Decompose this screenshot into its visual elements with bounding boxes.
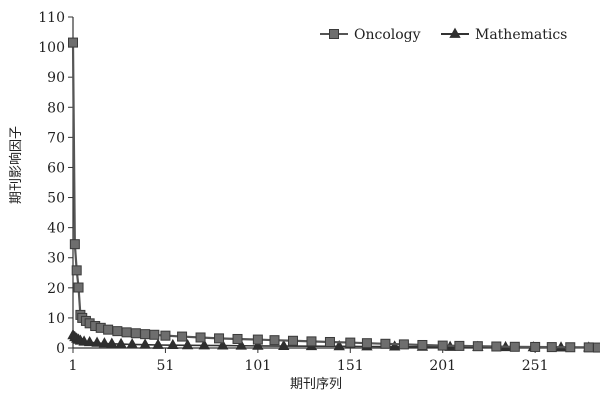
oncology-point [324,336,335,347]
mathematics-point [252,339,264,350]
oncology-point [69,239,80,250]
oncology-point [177,331,188,342]
mathematics-point [139,338,151,349]
mathematics-point [235,339,247,350]
legend-label: Mathematics [475,27,567,43]
oncology-point [71,265,82,276]
mathematics-point [98,337,111,348]
oncology-point [149,329,160,340]
mathematics-point [91,336,103,347]
oncology-point [583,342,594,353]
mathematics-point [217,339,229,350]
oncology-point [130,328,141,339]
x-axis-title: 期刊序列 [290,377,342,392]
x-axis-ticks: 1 51 101 151 201 251 [69,348,549,374]
y-tick-label: 70 [47,130,65,146]
oncology-point [160,330,171,341]
legend-item-mathematics: Mathematics [441,27,567,43]
mathematics-point [126,338,138,349]
x-tick-label: 251 [522,358,549,374]
y-tick-label: 10 [47,311,65,327]
y-tick-label: 90 [47,70,65,86]
x-tick-label: 201 [429,358,456,374]
oncology-point [565,342,576,353]
y-axis-ticks: 0 10 20 30 40 50 60 70 80 90 100 110 [38,10,73,357]
mathematics-point [181,338,194,350]
mathematics-point [388,340,401,351]
oncology-point [68,37,78,48]
y-tick-label: 40 [47,221,65,237]
x-tick-label: 51 [157,358,175,374]
legend: Oncology Mathematics [320,27,567,43]
y-tick-label: 0 [56,341,65,357]
mathematics-point [449,27,461,38]
y-tick-label: 30 [47,251,65,267]
oncology-point [593,342,600,353]
oncology-point [121,327,132,338]
legend-item-oncology: Oncology [320,27,421,43]
mathematics-point [152,338,164,349]
y-tick-label: 80 [47,100,65,116]
oncology-point [546,342,557,353]
oncology-point [252,334,263,345]
oncology-point [269,335,280,346]
oncology-point [509,341,520,352]
mathematics-point [106,337,118,348]
series-line [71,42,599,349]
mathematics-point [115,337,127,348]
mathematics-point [167,338,179,350]
mathematics-point [333,340,345,351]
oncology-point [345,337,356,348]
oncology-point [329,29,339,39]
oncology-point [398,339,409,350]
y-tick-label: 20 [47,281,65,297]
oncology-point [306,336,317,347]
oncology-point [214,333,225,344]
oncology-point [361,338,372,349]
oncology-point [287,335,298,346]
x-tick-label: 1 [69,358,78,374]
y-axis-title: 期刊影响因子 [8,126,24,204]
series-layer [67,37,600,353]
oncology-point [103,324,114,335]
oncology-point [232,333,243,344]
y-tick-label: 50 [47,191,65,207]
oncology-point [491,341,502,352]
series-oncology [68,37,600,353]
oncology-point [140,329,151,340]
mathematics-point [278,339,290,350]
mathematics-point [83,335,96,347]
legend-label: Oncology [354,27,421,43]
oncology-point [437,340,448,351]
oncology-point [454,340,465,351]
oncology-point [530,341,541,352]
oncology-point [195,332,206,343]
mathematics-point [198,339,210,350]
oncology-point [380,338,391,349]
oncology-point [73,282,84,293]
oncology-point [417,339,428,350]
x-tick-label: 151 [337,358,364,374]
y-tick-label: 100 [38,40,65,56]
x-tick-label: 101 [244,358,271,374]
y-tick-label: 110 [38,10,65,26]
oncology-point [112,326,123,337]
y-tick-label: 60 [47,160,65,176]
oncology-point [472,341,483,352]
